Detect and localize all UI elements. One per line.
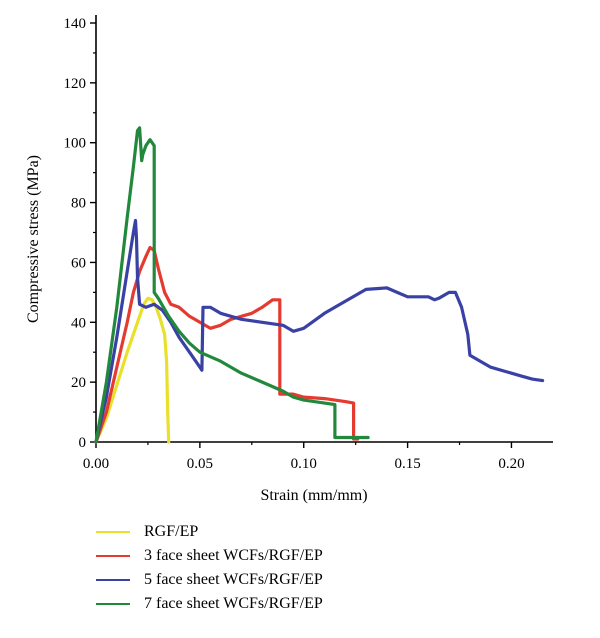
- series-line-1: [94, 296, 171, 444]
- x-tick-label: 0.20: [498, 456, 524, 472]
- legend-swatch: [96, 579, 130, 581]
- x-axis-title: Strain (mm/mm): [260, 487, 367, 504]
- y-tick-label: 80: [71, 196, 86, 212]
- chart-legend: RGF/EP 3 face sheet WCFs/RGF/EP 5 face she…: [96, 520, 323, 616]
- x-tick-label: 0.05: [187, 456, 213, 472]
- legend-item: RGF/EP: [96, 520, 323, 544]
- legend-item: 3 face sheet WCFs/RGF/EP: [96, 544, 323, 568]
- y-tick-label: 100: [64, 136, 87, 152]
- series-line-3: [94, 218, 545, 444]
- legend-swatch: [96, 531, 130, 533]
- y-axis-title: Compressive stress (MPa): [25, 155, 42, 323]
- y-tick-label: 60: [71, 255, 86, 271]
- y-tick-label: 140: [64, 16, 87, 32]
- legend-item: 7 face sheet WCFs/RGF/EP: [96, 592, 323, 616]
- legend-swatch: [96, 603, 130, 605]
- y-tick-label: 0: [79, 435, 87, 451]
- legend-label: RGF/EP: [144, 523, 199, 540]
- y-tick-label: 20: [71, 375, 86, 391]
- line-chart: 0 20 40 60 80 100 120 140 0.00 0.05 0.10 0.15 0.20 C…: [25, 15, 553, 504]
- y-tick-label: 40: [71, 315, 86, 331]
- x-tick-label: 0.15: [394, 456, 420, 472]
- legend-label: 5 face sheet WCFs/RGF/EP: [144, 571, 323, 588]
- series-line-4: [94, 126, 370, 444]
- legend-label: 3 face sheet WCFs/RGF/EP: [144, 547, 323, 564]
- series-line-2: [94, 245, 360, 444]
- legend-swatch: [96, 555, 130, 557]
- legend-item: 5 face sheet WCFs/RGF/EP: [96, 568, 323, 592]
- legend-label: 7 face sheet WCFs/RGF/EP: [144, 595, 323, 612]
- y-tick-label: 120: [64, 76, 87, 92]
- x-tick-label: 0.10: [291, 456, 317, 472]
- x-tick-label: 0.00: [83, 456, 109, 472]
